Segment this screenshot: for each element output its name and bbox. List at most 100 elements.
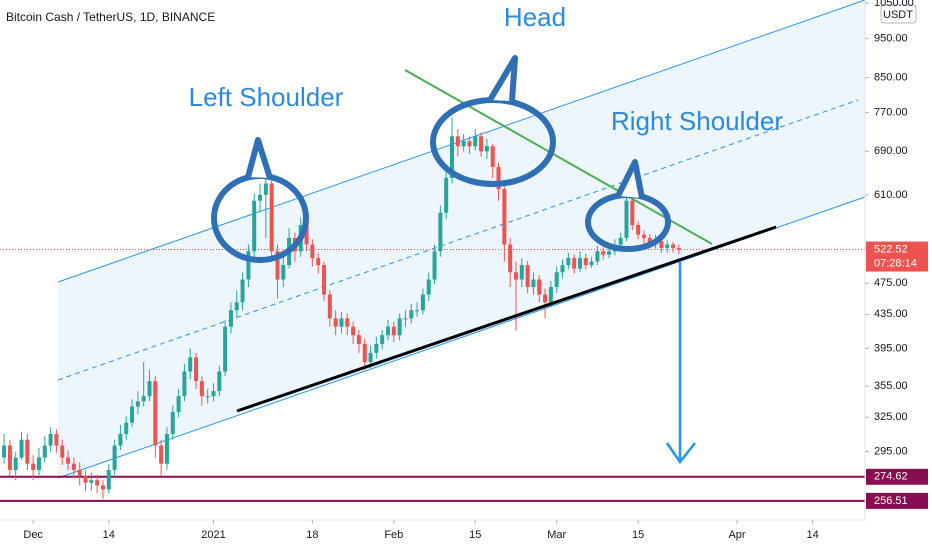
candle-body	[508, 244, 513, 273]
candle-body	[77, 469, 82, 477]
x-tick-label: Dec	[23, 529, 43, 541]
candle-body	[304, 225, 309, 245]
x-tick-label: 14	[807, 529, 819, 541]
y-tick-label: 355.00	[874, 380, 908, 392]
candle-body	[345, 318, 350, 327]
candle-body	[607, 251, 612, 255]
candles	[2, 117, 681, 499]
candle-body	[473, 136, 478, 147]
chart-title: Bitcoin Cash / TetherUS, 1D, BINANCE	[6, 10, 215, 24]
candle-body	[391, 326, 396, 336]
candle-body	[548, 286, 553, 303]
candle-body	[531, 279, 536, 287]
y-tick-label: 850.00	[874, 72, 908, 84]
candle-body	[182, 371, 187, 397]
candle-body	[135, 401, 140, 407]
candle-body	[66, 457, 71, 464]
x-tick-label: Apr	[728, 529, 745, 541]
neckline	[404, 69, 713, 245]
bubble-tail	[487, 55, 518, 102]
candle-body	[42, 445, 47, 458]
currency[interactable]: USDT	[883, 9, 913, 21]
channel-middle	[57, 99, 859, 381]
bubble-tail	[615, 159, 645, 199]
candle-body	[7, 445, 12, 470]
level-label: 256.51	[874, 495, 908, 507]
candle-body	[246, 251, 251, 280]
bubble-tail	[245, 137, 273, 179]
candle-body	[275, 251, 280, 280]
candle-body	[205, 396, 210, 398]
candle-body	[106, 469, 111, 490]
last-price-label: 522.52	[874, 243, 908, 255]
candle-body	[118, 433, 123, 446]
level-label-box	[866, 492, 928, 509]
candle-body	[519, 265, 524, 280]
y-tick-label: 1050.00	[874, 0, 914, 9]
candle-body	[339, 318, 344, 327]
candle-body	[665, 244, 670, 248]
last-price-box	[866, 241, 928, 272]
candle-body	[647, 237, 652, 245]
candle-body	[2, 445, 7, 458]
candle-body	[618, 237, 623, 245]
candle-body	[589, 261, 594, 266]
countdown: 07:28:14	[874, 257, 917, 269]
candle-body	[484, 146, 489, 152]
candle-body	[25, 439, 30, 464]
candle-body	[333, 318, 338, 327]
candle-body	[601, 251, 606, 255]
candle-body	[577, 258, 582, 269]
annotation: Right Shoulder	[611, 106, 783, 136]
candle-body	[124, 422, 129, 434]
candle-body	[368, 352, 373, 363]
candle-body	[153, 381, 158, 446]
candle-body	[217, 371, 222, 392]
candle-body	[188, 357, 193, 372]
candle-body	[624, 200, 629, 238]
candle-body	[455, 136, 460, 147]
candle-body	[676, 247, 681, 250]
candle-body	[554, 272, 559, 287]
y-tick-label: 950.00	[874, 32, 908, 44]
candle-body	[490, 146, 495, 168]
candle-body	[659, 241, 664, 248]
support-line	[236, 225, 777, 413]
y-tick-label: 610.00	[874, 189, 908, 201]
candle-body	[322, 265, 327, 295]
candle-body	[671, 244, 676, 248]
candle-body	[415, 310, 420, 312]
candle-body	[100, 485, 105, 490]
level-label: 274.62	[874, 471, 908, 483]
candle-body	[572, 258, 577, 269]
candle-body	[310, 244, 315, 259]
candle-body	[223, 326, 228, 372]
currency-box[interactable]	[880, 4, 917, 24]
candle-body	[636, 225, 641, 235]
candle-body	[537, 279, 542, 295]
candle-body	[36, 457, 41, 470]
x-tick-label: 15	[469, 529, 481, 541]
candle-body	[397, 318, 402, 336]
annotation: Head	[504, 2, 566, 32]
candle-body	[83, 476, 88, 483]
candle-body	[234, 302, 239, 311]
candle-body	[316, 258, 321, 266]
candle-body	[380, 335, 385, 344]
x-tick-label: 18	[306, 529, 318, 541]
candle-body	[176, 396, 181, 412]
candle-body	[54, 433, 59, 446]
candle-body	[130, 406, 135, 423]
candle-body	[141, 396, 146, 402]
candle-body	[19, 439, 24, 458]
candle-body	[194, 357, 199, 382]
candle-body	[258, 194, 263, 201]
axes: 1050.00950.00850.00770.00690.00610.00525…	[23, 0, 928, 541]
candle-body	[496, 167, 501, 190]
candle-body	[351, 326, 356, 336]
x-tick-label: 2021	[201, 529, 225, 541]
candle-body	[170, 411, 175, 434]
candle-body	[543, 294, 548, 303]
candle-body	[438, 212, 443, 252]
candle-body	[13, 457, 18, 470]
